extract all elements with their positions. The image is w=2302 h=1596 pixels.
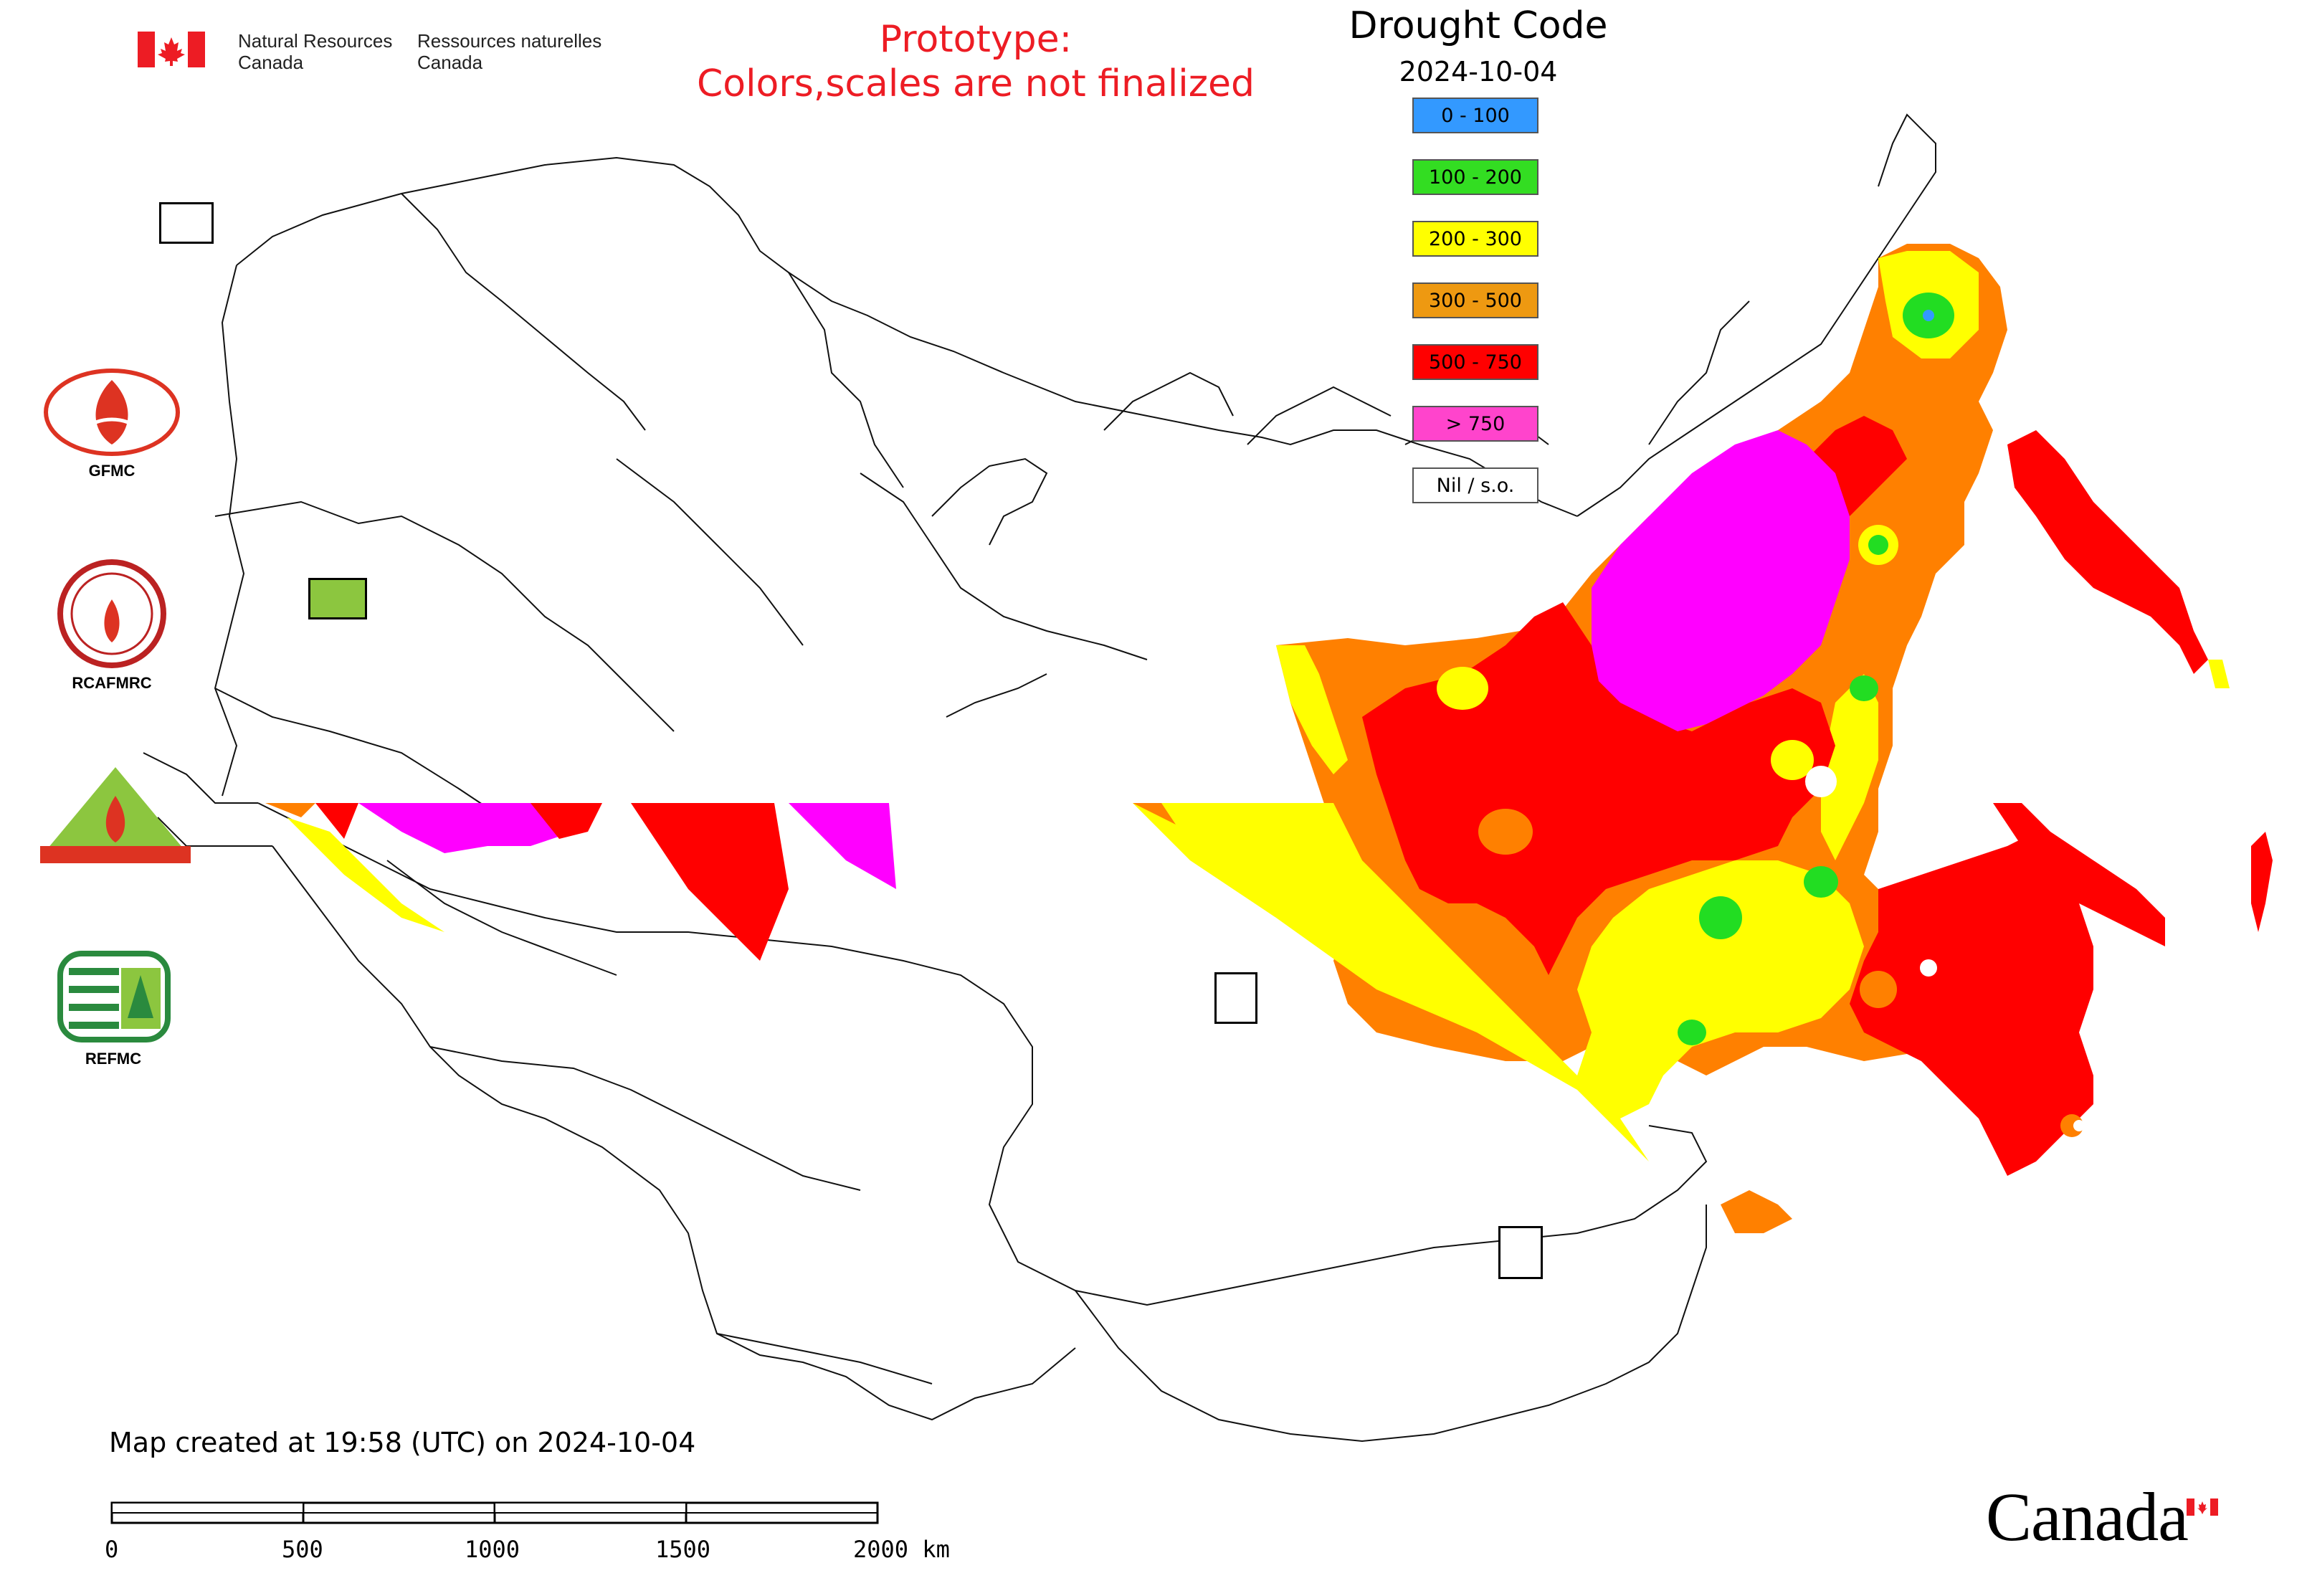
legend-item-300-500: 300 - 500: [1412, 282, 1538, 318]
gfmc-marker-icon: [159, 202, 214, 244]
rcafmrc-logo-icon: [57, 559, 166, 668]
scale-tick-1000: 1000: [465, 1536, 520, 1563]
country-en-text: Canada: [238, 52, 304, 73]
legend-date: 2024-10-04: [1399, 56, 1558, 87]
scale-bar: [110, 1501, 879, 1524]
prototype-line1: Prototype:: [879, 18, 1072, 61]
legend-label: Nil / s.o.: [1436, 474, 1515, 497]
map-created-timestamp: Map created at 19:58 (UTC) on 2024-10-04: [109, 1427, 696, 1458]
scale-tick-500: 500: [282, 1536, 323, 1563]
gfmc-logo: GFMC: [40, 366, 184, 480]
reefmc-logo-icon: [40, 767, 191, 863]
dept-en-text: Natural Resources: [238, 30, 393, 52]
legend-item-500-750: 500 - 750: [1412, 344, 1538, 380]
wordmark-flag-icon: [2187, 1498, 2218, 1516]
scale-tick-1500: 1500: [655, 1536, 711, 1563]
legend-item-nil: Nil / s.o.: [1412, 467, 1538, 503]
legend-item-200-300: 200 - 300: [1412, 221, 1538, 257]
rcafmrc-label: RCAFMRC: [72, 674, 152, 692]
drought-raster-streaks: [265, 803, 1649, 1162]
rcafmrc-logo: RCAFMRC: [40, 556, 184, 693]
country-fr-text: Canada: [417, 52, 483, 73]
legend-label: 300 - 500: [1429, 289, 1522, 312]
legend-label: 200 - 300: [1429, 227, 1522, 250]
refmc-logo-icon: [57, 951, 171, 1042]
reefmc-marker-icon: [308, 578, 367, 619]
legend-label: > 750: [1445, 412, 1506, 435]
legend-item-100-200: 100 - 200: [1412, 159, 1538, 195]
refmc-logo: REFMC: [53, 946, 196, 1068]
department-name-fr: Ressources naturelles Canada: [417, 30, 601, 73]
prototype-notice: Prototype: Colors,scales are not finaliz…: [653, 17, 1298, 106]
gfmc-label: GFMC: [88, 462, 135, 480]
legend-item-gt-750: > 750: [1412, 406, 1538, 442]
gfmc-logo-icon: [44, 369, 180, 456]
rcafmrc-marker-icon: [1498, 1226, 1543, 1279]
scale-tick-0: 0: [105, 1536, 119, 1563]
legend-label: 500 - 750: [1429, 351, 1522, 374]
country-boundaries: [143, 113, 1936, 1443]
legend-title: Drought Code: [1349, 4, 1608, 47]
legend-label: 0 - 100: [1441, 104, 1510, 127]
department-name-en: Natural Resources Canada: [238, 30, 392, 73]
refmc-label: REFMC: [85, 1050, 142, 1068]
legend-item-0-100: 0 - 100: [1412, 98, 1538, 133]
scale-tick-2000: 2000 km: [853, 1536, 950, 1563]
legend-label: 100 - 200: [1429, 166, 1522, 189]
reefmc-logo: [40, 767, 191, 870]
dept-fr-text: Ressources naturelles: [417, 30, 602, 52]
canada-wordmark: Canada: [1986, 1478, 2189, 1555]
refmc-marker-icon: [1214, 972, 1257, 1024]
drought-raster-east: [1276, 244, 2273, 1233]
prototype-line2: Colors,scales are not finalized: [696, 62, 1255, 105]
canada-flag-icon: [138, 32, 205, 67]
